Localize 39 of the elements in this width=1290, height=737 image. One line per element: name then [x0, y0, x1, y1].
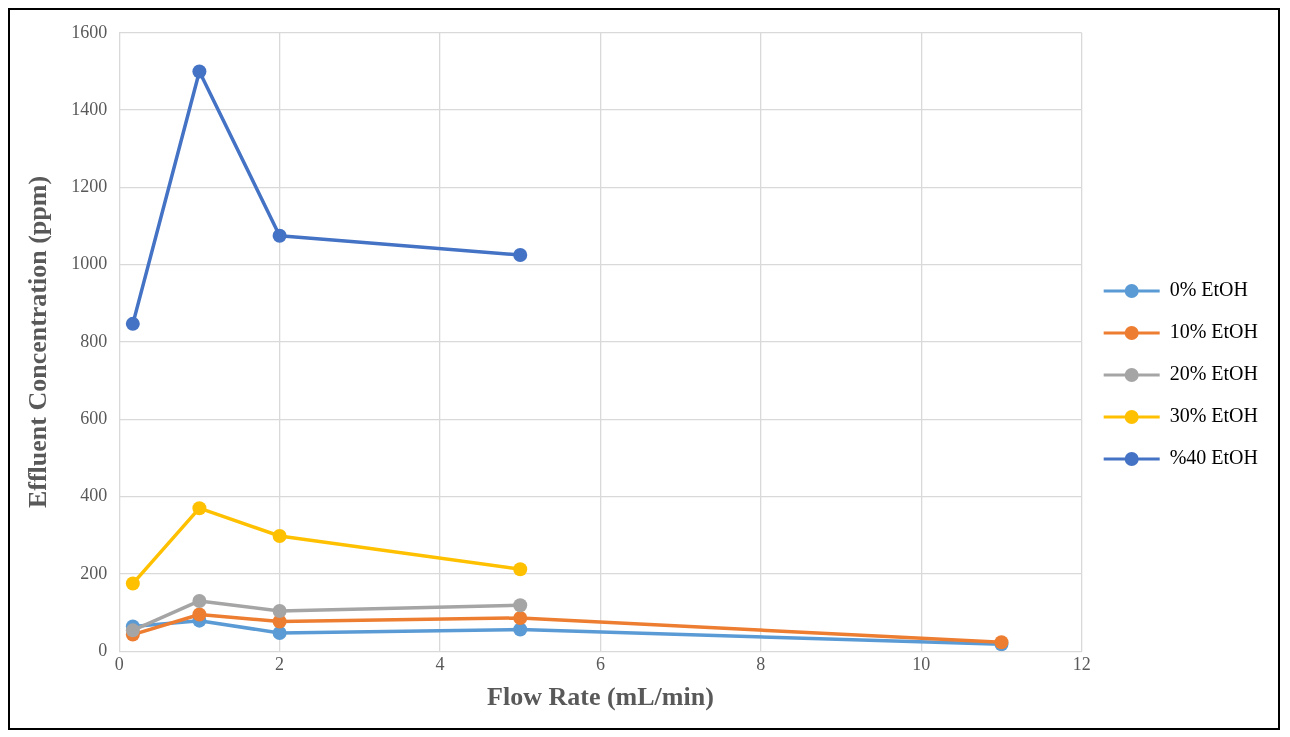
- legend-label: 10% EtOH: [1169, 320, 1259, 343]
- y-tick-label: 1600: [71, 21, 108, 42]
- y-tick-label: 1200: [71, 176, 108, 197]
- point: [513, 622, 528, 637]
- y-tick-label: 1400: [71, 98, 108, 119]
- point: [513, 598, 528, 613]
- point: [272, 228, 287, 243]
- point: [272, 604, 287, 618]
- x-tick-label: 6: [595, 653, 605, 674]
- y-axis-title: Effluent Concentration (ppm): [23, 175, 53, 509]
- point: [125, 316, 140, 331]
- x-tick-label: 12: [1072, 653, 1091, 674]
- x-axis-title: Flow Rate (mL/min): [487, 682, 714, 712]
- x-tick-label: 8: [756, 653, 766, 674]
- legend-label: %40 EtOH: [1169, 446, 1259, 469]
- point: [192, 501, 207, 516]
- point: [192, 64, 207, 79]
- y-tick-label: 600: [80, 408, 108, 429]
- point: [513, 248, 528, 263]
- y-tick-label: 1000: [71, 253, 108, 274]
- point: [272, 529, 287, 544]
- y-tick-label: 0: [98, 639, 108, 660]
- y-tick-label: 200: [80, 562, 108, 583]
- point: [272, 626, 287, 641]
- legend-label: 20% EtOH: [1169, 362, 1259, 385]
- point: [192, 593, 207, 608]
- x-tick-label: 10: [912, 653, 931, 674]
- y-tick-label: 400: [80, 485, 108, 506]
- legend-label: 30% EtOH: [1169, 404, 1259, 427]
- point: [192, 607, 207, 622]
- y-tick-label: 800: [80, 330, 108, 351]
- point: [125, 623, 140, 638]
- point: [513, 610, 528, 625]
- x-tick-label: 0: [114, 653, 124, 674]
- legend-label: 0% EtOH: [1169, 278, 1249, 301]
- x-tick-label: 4: [435, 653, 445, 674]
- x-tick-label: 2: [275, 653, 285, 674]
- point: [125, 576, 140, 591]
- point: [513, 562, 528, 577]
